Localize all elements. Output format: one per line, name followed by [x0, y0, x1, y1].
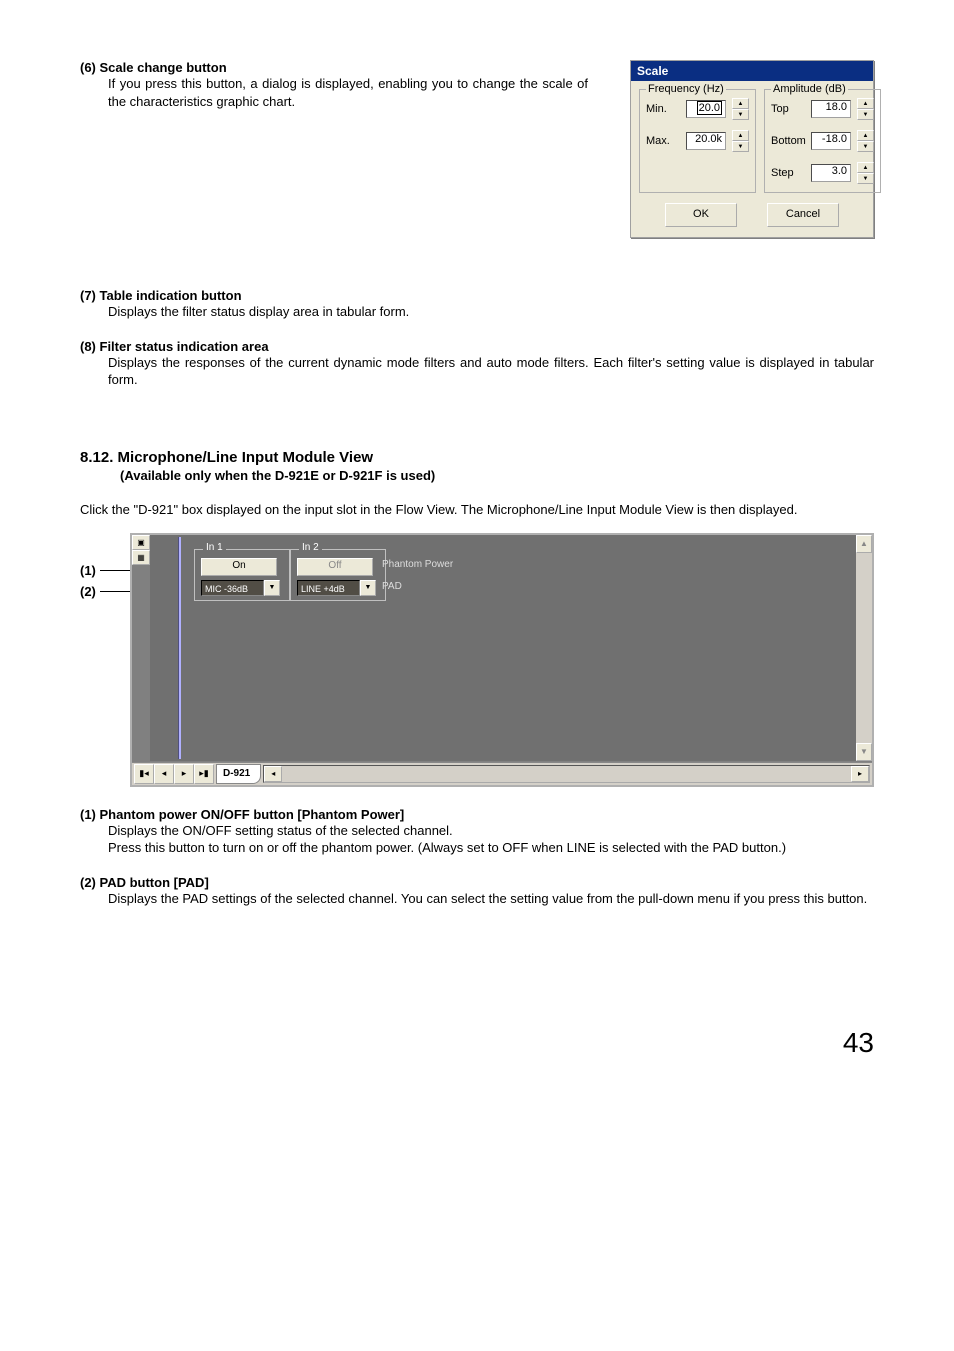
item7-body: Displays the filter status display area … — [108, 303, 874, 321]
item7-title: (7) Table indication button — [80, 288, 874, 303]
in1-pad-select[interactable]: MIC -36dB ▼ — [201, 580, 283, 596]
top-label: Top — [771, 103, 807, 115]
module-figure: (1) (2) ▣ ▦ In 1 On MIC -36dB ▼ In 2 — [80, 533, 874, 787]
pad-label: PAD — [382, 581, 402, 592]
bottom-spinner[interactable]: ▲ ▼ — [857, 130, 874, 152]
spin-down-icon[interactable]: ▼ — [857, 173, 874, 184]
ok-button[interactable]: OK — [665, 203, 737, 227]
section-heading: 8.12. Microphone/Line Input Module View — [80, 449, 874, 466]
chart-icon[interactable]: ▣ — [132, 535, 150, 550]
nav-last-icon[interactable]: ▸▮ — [194, 764, 214, 784]
frequency-fieldset: Frequency (Hz) Min. 20.0 ▲ ▼ Max. 20.0k — [639, 89, 756, 193]
spin-up-icon[interactable]: ▲ — [857, 162, 874, 173]
amplitude-legend: Amplitude (dB) — [771, 83, 848, 95]
vertical-divider — [178, 537, 181, 759]
nav-first-icon[interactable]: ▮◂ — [134, 764, 154, 784]
in2-pad-value: LINE +4dB — [297, 580, 360, 596]
in2-legend: In 2 — [299, 542, 322, 553]
spin-down-icon[interactable]: ▼ — [857, 141, 874, 152]
palette-icons: ▣ ▦ — [132, 535, 151, 565]
spin-down-icon[interactable]: ▼ — [732, 109, 749, 120]
callout-2: (2) — [80, 584, 96, 599]
section-intro: Click the "D-921" box displayed on the i… — [80, 501, 874, 519]
spin-down-icon[interactable]: ▼ — [732, 141, 749, 152]
dialog-title: Scale — [631, 61, 873, 81]
item-p1-body1: Displays the ON/OFF setting status of th… — [108, 822, 874, 840]
horizontal-scrollbar[interactable]: ◂ ▸ — [263, 765, 870, 783]
section-subheading: (Available only when the D-921E or D-921… — [120, 468, 874, 483]
in2-phantom-button[interactable]: Off — [297, 558, 373, 576]
tab-bar: ▮◂ ◂ ▸ ▸▮ D-921 ◂ ▸ — [132, 762, 872, 785]
bottom-label: Bottom — [771, 135, 807, 147]
max-label: Max. — [646, 135, 682, 147]
scale-dialog: Scale Frequency (Hz) Min. 20.0 ▲ ▼ Max. — [630, 60, 874, 238]
in1-group: In 1 On MIC -36dB ▼ — [194, 549, 290, 601]
scroll-right-icon[interactable]: ▸ — [851, 766, 869, 782]
step-input[interactable]: 3.0 — [811, 164, 851, 182]
dropdown-icon[interactable]: ▼ — [360, 580, 376, 596]
in2-group: In 2 Off LINE +4dB ▼ — [290, 549, 386, 601]
spin-up-icon[interactable]: ▲ — [732, 98, 749, 109]
max-spinner[interactable]: ▲ ▼ — [732, 130, 749, 152]
step-spinner[interactable]: ▲ ▼ — [857, 162, 874, 184]
item6-body: If you press this button, a dialog is di… — [108, 75, 588, 110]
dropdown-icon[interactable]: ▼ — [264, 580, 280, 596]
page-number: 43 — [80, 1027, 874, 1059]
cancel-button[interactable]: Cancel — [767, 203, 839, 227]
min-label: Min. — [646, 103, 682, 115]
item8-body: Displays the responses of the current dy… — [108, 354, 874, 389]
top-input[interactable]: 18.0 — [811, 100, 851, 118]
frequency-legend: Frequency (Hz) — [646, 83, 726, 95]
grid-icon[interactable]: ▦ — [132, 550, 150, 565]
item8-title: (8) Filter status indication area — [80, 339, 874, 354]
scroll-down-icon[interactable]: ▼ — [856, 743, 872, 761]
item-p2-body: Displays the PAD settings of the selecte… — [108, 890, 874, 908]
scroll-up-icon[interactable]: ▲ — [856, 535, 872, 553]
spin-up-icon[interactable]: ▲ — [857, 130, 874, 141]
in2-pad-select[interactable]: LINE +4dB ▼ — [297, 580, 379, 596]
nav-next-icon[interactable]: ▸ — [174, 764, 194, 784]
amplitude-fieldset: Amplitude (dB) Top 18.0 ▲ ▼ Bottom -18.0 — [764, 89, 881, 193]
in1-pad-value: MIC -36dB — [201, 580, 264, 596]
max-input[interactable]: 20.0k — [686, 132, 726, 150]
phantom-power-label: Phantom Power — [382, 559, 453, 570]
min-input[interactable]: 20.0 — [686, 100, 726, 118]
top-spinner[interactable]: ▲ ▼ — [857, 98, 874, 120]
min-spinner[interactable]: ▲ ▼ — [732, 98, 749, 120]
nav-prev-icon[interactable]: ◂ — [154, 764, 174, 784]
scroll-left-icon[interactable]: ◂ — [264, 766, 282, 782]
tab-d921[interactable]: D-921 — [216, 764, 261, 784]
vertical-scrollbar[interactable]: ▲ ▼ — [856, 535, 872, 761]
bottom-input[interactable]: -18.0 — [811, 132, 851, 150]
step-label: Step — [771, 167, 807, 179]
spin-down-icon[interactable]: ▼ — [857, 109, 874, 120]
spin-up-icon[interactable]: ▲ — [857, 98, 874, 109]
item-p2-title: (2) PAD button [PAD] — [80, 875, 874, 890]
spin-up-icon[interactable]: ▲ — [732, 130, 749, 141]
in1-phantom-button[interactable]: On — [201, 558, 277, 576]
item-p1-title: (1) Phantom power ON/OFF button [Phantom… — [80, 807, 874, 822]
module-window: ▣ ▦ In 1 On MIC -36dB ▼ In 2 Off LINE +4… — [130, 533, 874, 787]
in1-legend: In 1 — [203, 542, 226, 553]
item-p1-body2: Press this button to turn on or off the … — [108, 839, 874, 857]
callout-1: (1) — [80, 563, 96, 578]
